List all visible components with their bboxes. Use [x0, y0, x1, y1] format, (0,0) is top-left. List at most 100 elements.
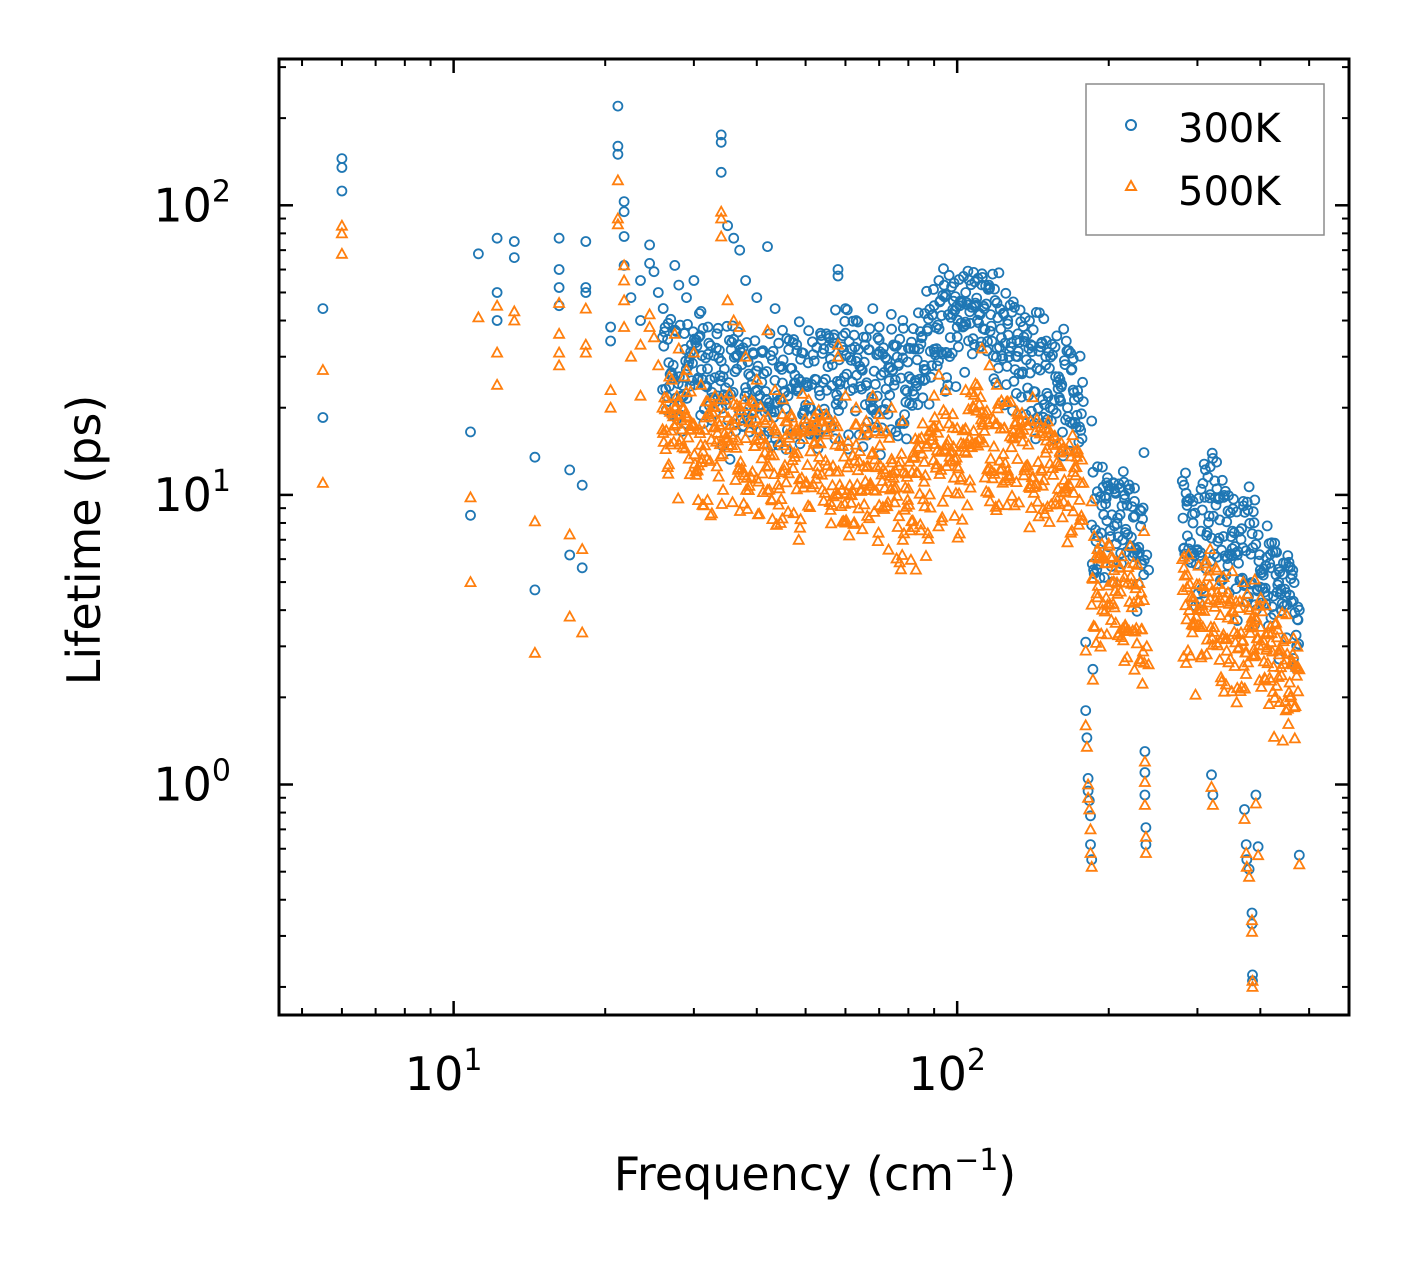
data-point [1115, 549, 1129, 562]
data-point [1178, 479, 1190, 491]
data-point [694, 377, 708, 390]
data-point [777, 438, 791, 451]
data-point [1066, 428, 1080, 441]
data-point [1245, 924, 1259, 937]
data-point [825, 478, 839, 491]
data-point [1116, 500, 1128, 512]
data-point [1119, 489, 1130, 501]
data-point [935, 513, 949, 526]
data-point [1274, 566, 1286, 578]
data-point [959, 383, 973, 396]
data-point [1135, 505, 1147, 517]
data-point [528, 645, 542, 658]
data-point [1211, 577, 1226, 589]
data-point [1261, 520, 1273, 532]
data-point [1002, 318, 1014, 330]
data-point [897, 315, 909, 326]
data-point [1242, 869, 1256, 882]
data-point [1011, 452, 1025, 464]
data-point [693, 426, 707, 439]
data-point [1276, 733, 1290, 746]
data-point [1035, 464, 1049, 476]
data-point [947, 470, 961, 483]
data-point [933, 445, 947, 457]
data-point [1050, 407, 1062, 419]
data-point [1017, 366, 1028, 378]
x-axis-title: Frequency (cm−1) [614, 1143, 1017, 1201]
data-point [1245, 913, 1259, 926]
data-point [775, 407, 790, 420]
data-point [980, 403, 994, 416]
data-point [960, 287, 972, 298]
data-point [849, 437, 863, 450]
data-point [674, 319, 686, 331]
data-point [552, 326, 566, 339]
data-point [984, 451, 998, 464]
data-point [1249, 494, 1261, 506]
data-point [1196, 620, 1210, 632]
data-point [698, 438, 712, 451]
data-point [791, 345, 803, 357]
data-point [580, 287, 592, 298]
data-point [1216, 474, 1228, 486]
data-point [728, 232, 740, 244]
data-point [1002, 471, 1017, 484]
data-point [992, 497, 1006, 510]
data-point [687, 357, 698, 369]
data-point [695, 364, 707, 376]
data-point [672, 341, 686, 354]
data-point [904, 552, 918, 565]
data-point [317, 303, 329, 315]
data-point [803, 401, 815, 413]
data-point [1004, 440, 1018, 453]
data-point [894, 333, 906, 345]
data-point [624, 349, 638, 362]
data-point [1179, 656, 1193, 668]
data-point [752, 507, 766, 519]
data-point [952, 486, 966, 499]
data-point [575, 542, 589, 554]
data-point [850, 417, 864, 430]
data-point [1060, 535, 1075, 548]
data-point [993, 267, 1005, 279]
data-point [662, 457, 676, 470]
data-point [1225, 564, 1239, 577]
data-point [927, 388, 941, 401]
data-point [915, 430, 929, 443]
data-point [715, 136, 727, 148]
data-point [719, 363, 730, 375]
data-point [936, 494, 950, 507]
data-point [853, 444, 867, 457]
data-point [1138, 775, 1152, 787]
x-tick-label: 101 [405, 1043, 483, 1101]
data-point [986, 335, 998, 347]
data-point [841, 434, 855, 447]
data-point [1045, 351, 1056, 363]
data-point [1129, 482, 1140, 494]
data-point [1287, 564, 1299, 576]
data-point [336, 162, 348, 173]
data-point [955, 512, 969, 525]
data-point [785, 410, 799, 423]
data-point [1082, 802, 1096, 815]
data-point [889, 374, 901, 386]
data-point [832, 464, 846, 477]
data-point [1203, 510, 1215, 522]
data-point [727, 396, 741, 409]
data-point [1230, 695, 1244, 708]
data-point [702, 363, 713, 375]
data-point [665, 313, 677, 325]
data-point [975, 341, 989, 354]
data-point [818, 485, 832, 498]
data-point [901, 433, 912, 445]
data-point [938, 438, 952, 451]
data-point [1088, 620, 1102, 632]
data-point [941, 484, 955, 497]
data-point [1186, 590, 1200, 603]
data-point [1260, 560, 1272, 571]
data-point [1090, 542, 1105, 554]
data-point [807, 437, 821, 449]
data-point [1053, 445, 1067, 458]
data-point [1071, 442, 1085, 455]
data-point [928, 300, 940, 312]
